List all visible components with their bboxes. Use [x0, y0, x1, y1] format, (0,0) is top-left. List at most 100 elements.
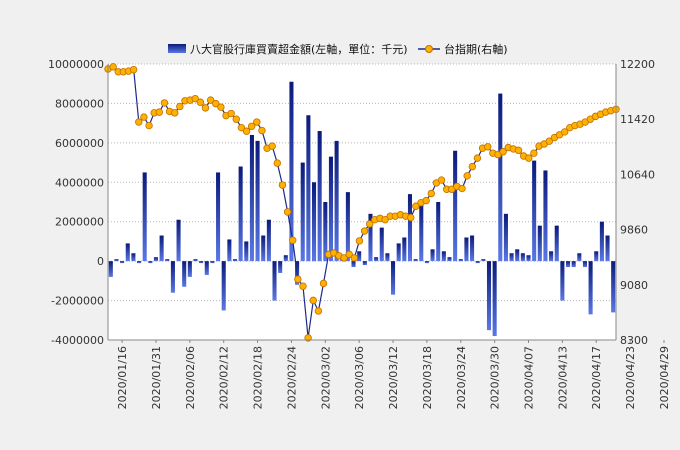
x-tick-label: 2020/04/23	[624, 346, 637, 409]
line-point	[458, 184, 466, 193]
bar	[385, 253, 390, 262]
line-point	[191, 94, 199, 103]
bar	[148, 261, 153, 264]
bar	[193, 259, 198, 262]
line-point	[140, 113, 148, 121]
line-point	[314, 307, 323, 315]
x-tick-label: 2020/03/06	[353, 346, 366, 409]
bar	[532, 160, 537, 262]
bar	[108, 261, 113, 277]
bar	[283, 255, 288, 262]
bar	[221, 261, 226, 311]
line-point	[412, 202, 420, 210]
y-right-tick-label: 11420	[620, 113, 655, 126]
y-right-tick-label: 12200	[620, 58, 655, 71]
line-point	[206, 96, 215, 104]
legend-line-marker	[425, 45, 433, 53]
y-left-tick-label: 0	[97, 255, 104, 268]
bar	[176, 219, 181, 262]
bar	[351, 261, 356, 268]
bar	[165, 259, 170, 262]
bar	[261, 235, 266, 262]
x-tick-label: 2020/03/30	[489, 346, 502, 409]
bar	[187, 261, 192, 277]
x-tick-label: 2020/02/24	[285, 346, 298, 409]
bar	[413, 259, 418, 262]
bar	[345, 192, 350, 262]
x-tick-label: 2020/03/24	[455, 346, 468, 409]
bar	[509, 253, 514, 262]
line-point	[422, 196, 430, 205]
bar	[611, 261, 616, 313]
y-right-tick-label: 8300	[620, 334, 648, 347]
line-point	[273, 159, 282, 167]
line-point	[278, 181, 287, 189]
x-tick-label: 2020/03/02	[319, 346, 332, 409]
bar	[289, 81, 294, 262]
bar	[379, 227, 384, 262]
bar	[554, 225, 559, 262]
bar	[503, 213, 508, 262]
y-left-tick-label: 10000000	[48, 58, 104, 71]
line-point	[196, 98, 205, 106]
line-point	[129, 65, 138, 74]
line-point	[350, 254, 359, 262]
line-point	[135, 118, 143, 126]
x-tick-label: 2020/03/18	[421, 346, 434, 409]
line-point	[145, 121, 153, 130]
line-point	[530, 149, 538, 157]
line-point	[212, 99, 220, 108]
x-tick-label: 2020/04/13	[556, 346, 569, 409]
bar	[520, 253, 525, 262]
y-left-tick-label: 2000000	[55, 216, 104, 229]
x-tick-label: 2020/01/31	[150, 346, 163, 409]
line-point	[484, 143, 492, 151]
bar	[565, 261, 571, 268]
y-axis-right: 12200 11420 10640 9860 9080 8300	[620, 58, 655, 347]
x-tick-label: 2020/03/12	[387, 346, 400, 409]
legend: 八大官股行庫買賣超金額(左軸，單位：千元) 台指期(右軸)	[168, 42, 508, 56]
bar	[391, 261, 396, 295]
line-point	[309, 296, 317, 305]
line-point	[237, 123, 246, 132]
bar	[594, 251, 599, 262]
axes	[107, 64, 617, 341]
line-point	[268, 142, 276, 150]
bar	[249, 134, 254, 262]
bar	[447, 257, 452, 262]
line-point	[525, 154, 533, 162]
bar	[486, 261, 492, 331]
bar	[244, 241, 249, 262]
y-left-tick-label: 8000000	[55, 97, 104, 110]
line-point	[514, 146, 523, 155]
line-point	[283, 208, 292, 216]
bar	[238, 166, 243, 262]
x-tick-label: 2020/04/29	[658, 346, 671, 409]
line-point	[242, 127, 251, 135]
bar	[599, 221, 604, 262]
x-tick-label: 2020/02/12	[218, 346, 231, 409]
line-point	[289, 236, 297, 244]
line-point	[294, 275, 302, 283]
bar	[131, 253, 136, 262]
legend-line-label: 台指期(右軸)	[444, 42, 508, 56]
x-tick-label: 2020/01/16	[116, 346, 129, 409]
line-point	[473, 154, 482, 162]
line-point	[160, 99, 169, 107]
bar	[560, 261, 565, 301]
line-point	[253, 118, 261, 126]
line-point	[176, 102, 184, 111]
line-point	[232, 115, 240, 123]
bar	[526, 255, 531, 262]
bar	[272, 261, 277, 301]
bar	[537, 225, 542, 262]
bar	[306, 115, 311, 262]
bar	[159, 235, 164, 262]
bar	[582, 261, 587, 268]
line-point	[340, 254, 348, 262]
line-series	[104, 63, 620, 342]
bar	[588, 261, 593, 315]
bar	[334, 140, 339, 262]
bar	[374, 257, 379, 262]
